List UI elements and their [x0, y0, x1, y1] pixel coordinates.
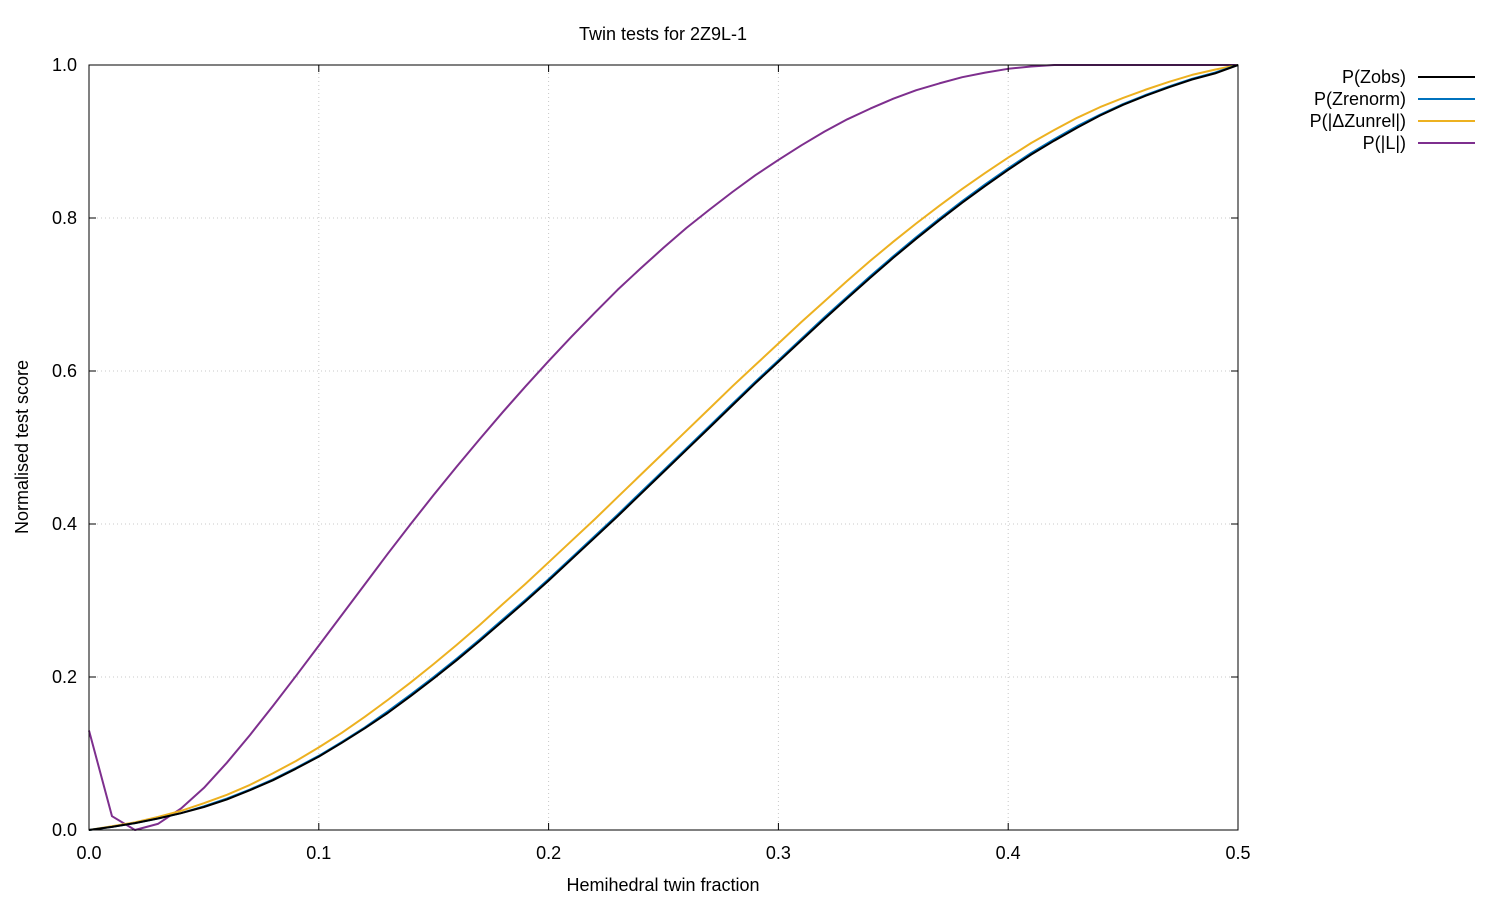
- axis-ticks: 0.0 0.1 0.2 0.3 0.4 0.5 0.0 0.2 0.4 0.6 0.8 1.0: [52, 55, 1251, 863]
- y-axis-label: Normalised test score: [12, 360, 32, 534]
- y-tick-label: 0.2: [52, 667, 77, 687]
- legend-label: P(|L|): [1363, 133, 1406, 153]
- x-tick-label: 0.1: [306, 843, 331, 863]
- plot-frame: [88, 64, 1239, 831]
- x-axis-label: Hemihedral twin fraction: [566, 875, 759, 895]
- legend-label: P(Zrenorm): [1314, 89, 1406, 109]
- y-tick-label: 1.0: [52, 55, 77, 75]
- y-tick-label: 0.8: [52, 208, 77, 228]
- x-tick-label: 0.4: [996, 843, 1021, 863]
- x-tick-label: 0.3: [766, 843, 791, 863]
- y-tick-label: 0.6: [52, 361, 77, 381]
- x-tick-label: 0.0: [76, 843, 101, 863]
- series-line: [88, 64, 1239, 831]
- y-tick-label: 0.0: [52, 820, 77, 840]
- series-line: [88, 64, 1239, 831]
- series-line: [88, 64, 1238, 831]
- grid-lines: [89, 65, 1238, 830]
- y-tick-label: 0.4: [52, 514, 77, 534]
- x-tick-label: 0.5: [1225, 843, 1250, 863]
- plot-area: [88, 64, 1239, 831]
- legend-label: P(|ΔZunrel|): [1310, 111, 1406, 131]
- series-line: [88, 64, 1239, 831]
- x-tick-label: 0.2: [536, 843, 561, 863]
- legend: P(Zobs)P(Zrenorm)P(|ΔZunrel|)P(|L|): [1310, 67, 1475, 153]
- chart-title: Twin tests for 2Z9L-1: [579, 24, 747, 44]
- legend-label: P(Zobs): [1342, 67, 1406, 87]
